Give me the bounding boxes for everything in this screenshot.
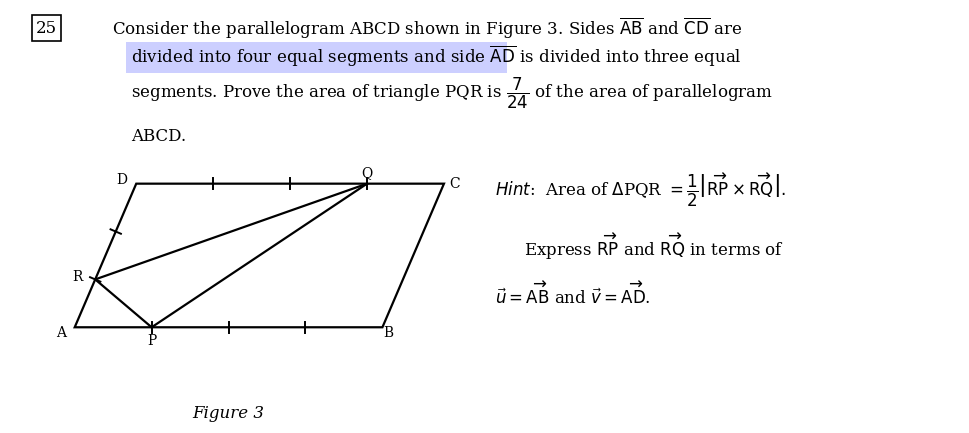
Text: $\vec{u} = \overrightarrow{\rm AB}$ and $\vec{v} = \overrightarrow{\rm AD}$.: $\vec{u} = \overrightarrow{\rm AB}$ and … [494,281,650,307]
Text: B: B [383,326,393,340]
Text: ABCD.: ABCD. [131,128,186,145]
Text: Consider the parallelogram ABCD shown in Figure 3. Sides $\overline{\rm AB}$ and: Consider the parallelogram ABCD shown in… [111,16,741,41]
Text: segments. Prove the area of triangle PQR is $\dfrac{7}{24}$ of the area of paral: segments. Prove the area of triangle PQR… [131,75,772,111]
Text: Figure 3: Figure 3 [192,405,264,422]
Text: 25: 25 [36,19,57,37]
Text: Q: Q [361,166,372,181]
Text: C: C [449,177,459,191]
Text: A: A [56,326,66,340]
Text: R: R [73,270,83,284]
Text: $\mathit{Hint}$:  Area of $\Delta$PQR $= \dfrac{1}{2}\left|\overrightarrow{\rm R: $\mathit{Hint}$: Area of $\Delta$PQR $= … [494,172,785,209]
Text: P: P [147,333,156,348]
Text: divided into four equal segments and side $\overline{\rm AD}$ is divided into th: divided into four equal segments and sid… [131,44,741,69]
Text: D: D [116,173,127,187]
Text: Express $\overrightarrow{\rm RP}$ and $\overrightarrow{\rm RQ}$ in terms of: Express $\overrightarrow{\rm RP}$ and $\… [523,232,783,262]
